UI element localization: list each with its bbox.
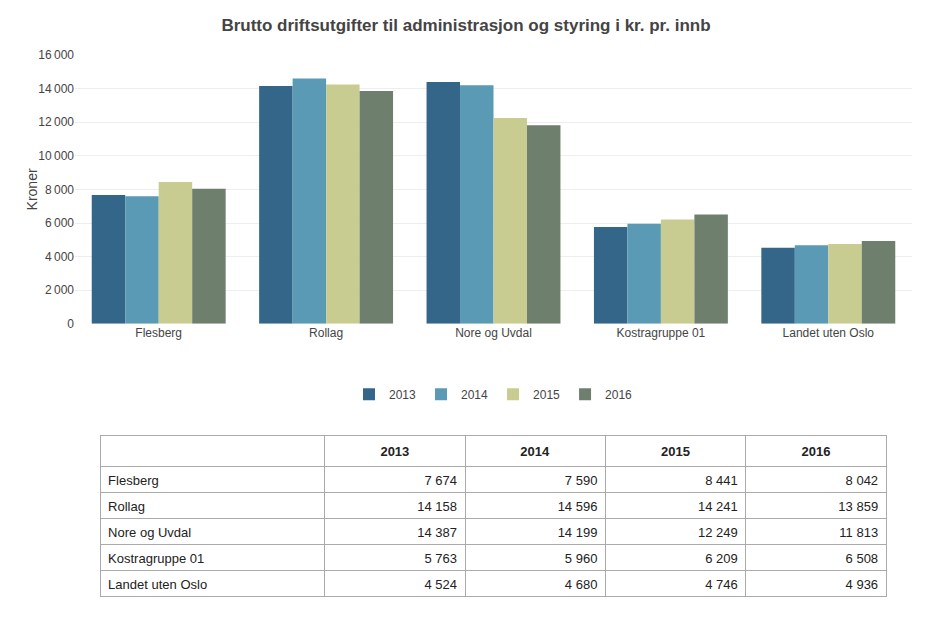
svg-text:8 441: 8 441 xyxy=(705,473,738,488)
svg-text:5 960: 5 960 xyxy=(565,551,598,566)
svg-text:4 000: 4 000 xyxy=(45,250,74,264)
svg-text:11 813: 11 813 xyxy=(839,525,878,540)
svg-text:Kostragruppe 01: Kostragruppe 01 xyxy=(617,326,706,340)
svg-text:Brutto driftsutgifter til admi: Brutto driftsutgifter til administrasjon… xyxy=(221,16,710,35)
svg-text:2014: 2014 xyxy=(520,444,550,459)
svg-text:10 000: 10 000 xyxy=(38,149,74,163)
svg-text:6 508: 6 508 xyxy=(846,551,879,566)
svg-text:Kostragruppe 01: Kostragruppe 01 xyxy=(108,551,204,566)
svg-text:8 042: 8 042 xyxy=(846,473,879,488)
svg-text:2013: 2013 xyxy=(380,444,409,459)
svg-text:4 746: 4 746 xyxy=(705,577,738,592)
svg-text:7 674: 7 674 xyxy=(424,473,457,488)
svg-text:2016: 2016 xyxy=(801,444,830,459)
svg-text:5 763: 5 763 xyxy=(424,551,457,566)
svg-text:6 000: 6 000 xyxy=(45,216,74,230)
svg-text:Rollag: Rollag xyxy=(108,499,145,514)
svg-text:14 000: 14 000 xyxy=(38,82,74,96)
svg-text:Flesberg: Flesberg xyxy=(135,326,182,340)
svg-text:2016: 2016 xyxy=(605,388,632,402)
svg-text:4 936: 4 936 xyxy=(846,577,879,592)
svg-text:14 596: 14 596 xyxy=(558,499,598,514)
svg-text:Landet uten Oslo: Landet uten Oslo xyxy=(783,326,875,340)
svg-text:2015: 2015 xyxy=(661,444,690,459)
svg-text:2015: 2015 xyxy=(533,388,560,402)
svg-text:14 387: 14 387 xyxy=(417,525,457,540)
svg-text:16 000: 16 000 xyxy=(38,48,74,62)
svg-text:2014: 2014 xyxy=(461,388,488,402)
svg-text:Rollag: Rollag xyxy=(309,326,343,340)
svg-text:Nore og Uvdal: Nore og Uvdal xyxy=(108,525,191,540)
svg-text:8 000: 8 000 xyxy=(45,183,74,197)
svg-text:0: 0 xyxy=(67,317,74,331)
svg-text:Landet uten Oslo: Landet uten Oslo xyxy=(108,577,207,592)
svg-text:6 209: 6 209 xyxy=(705,551,738,566)
svg-text:2013: 2013 xyxy=(389,388,416,402)
svg-text:14 241: 14 241 xyxy=(698,499,738,514)
svg-text:14 158: 14 158 xyxy=(417,499,457,514)
svg-text:14 199: 14 199 xyxy=(558,525,598,540)
svg-text:13 859: 13 859 xyxy=(838,499,878,514)
svg-text:Kroner: Kroner xyxy=(24,168,40,210)
svg-text:7 590: 7 590 xyxy=(565,473,598,488)
svg-text:4 680: 4 680 xyxy=(565,577,598,592)
svg-text:4 524: 4 524 xyxy=(424,577,457,592)
svg-text:Nore og Uvdal: Nore og Uvdal xyxy=(455,326,532,340)
svg-text:12 000: 12 000 xyxy=(38,115,74,129)
svg-text:12 249: 12 249 xyxy=(698,525,738,540)
svg-text:2 000: 2 000 xyxy=(45,283,74,297)
svg-text:Flesberg: Flesberg xyxy=(108,473,159,488)
